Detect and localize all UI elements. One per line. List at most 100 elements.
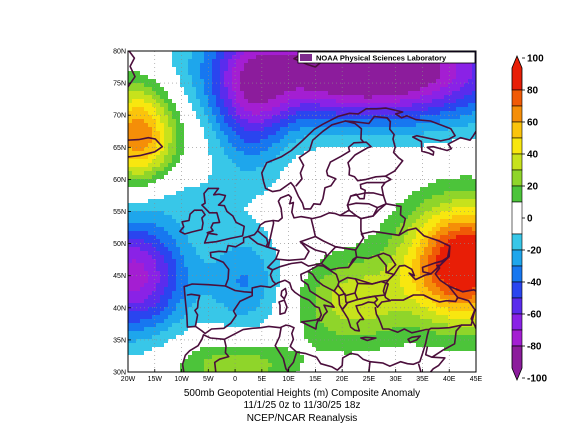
field-cell — [136, 179, 141, 184]
field-cell — [156, 251, 161, 256]
field-cell — [184, 255, 189, 260]
field-cell — [364, 91, 369, 96]
field-cell — [236, 239, 241, 244]
field-cell — [456, 107, 461, 112]
field-cell — [436, 83, 441, 88]
field-cell — [256, 219, 261, 224]
field-cell — [392, 243, 397, 248]
field-cell — [408, 207, 413, 212]
field-cell — [272, 223, 277, 228]
field-cell — [228, 55, 233, 60]
field-cell — [268, 255, 273, 260]
field-cell — [452, 135, 457, 140]
field-cell — [288, 191, 293, 196]
field-cell — [472, 135, 476, 140]
field-cell — [328, 227, 333, 232]
field-cell — [192, 155, 197, 160]
field-cell — [248, 51, 253, 56]
field-cell — [424, 263, 429, 268]
field-cell — [196, 151, 201, 156]
field-cell — [428, 199, 433, 204]
field-cell — [220, 187, 225, 192]
field-cell — [424, 155, 429, 160]
field-cell — [292, 71, 297, 76]
field-cell — [344, 171, 349, 176]
field-cell — [328, 223, 333, 228]
field-cell — [332, 143, 337, 148]
field-cell — [228, 163, 233, 168]
field-cell — [420, 91, 425, 96]
field-cell — [248, 199, 253, 204]
field-cell — [460, 107, 465, 112]
field-cell — [360, 223, 365, 228]
field-cell — [424, 239, 429, 244]
field-cell — [312, 75, 317, 80]
field-cell — [136, 171, 141, 176]
field-cell — [284, 123, 289, 128]
field-cell — [252, 51, 257, 56]
field-cell — [352, 183, 357, 188]
field-cell — [128, 91, 133, 96]
field-cell — [372, 63, 377, 68]
field-cell — [172, 175, 177, 180]
field-cell — [176, 83, 181, 88]
field-cell — [440, 179, 445, 184]
field-cell — [128, 163, 133, 168]
field-cell — [232, 71, 237, 76]
field-cell — [160, 159, 165, 164]
field-cell — [360, 91, 365, 96]
field-cell — [344, 195, 349, 200]
field-cell — [436, 207, 441, 212]
field-cell — [296, 91, 301, 96]
field-cell — [444, 95, 449, 100]
field-cell — [460, 83, 465, 88]
field-cell — [324, 163, 329, 168]
field-cell — [276, 267, 281, 272]
field-cell — [452, 175, 457, 180]
field-cell — [308, 259, 313, 264]
field-cell — [320, 131, 325, 136]
field-cell — [312, 63, 317, 68]
field-cell — [440, 119, 445, 124]
field-cell — [128, 59, 133, 64]
field-cell — [456, 131, 461, 136]
field-cell — [216, 99, 221, 104]
field-cell — [464, 111, 469, 116]
field-cell — [200, 175, 205, 180]
field-cell — [164, 167, 169, 172]
field-cell — [404, 171, 409, 176]
field-cell — [460, 79, 465, 84]
field-cell — [424, 211, 429, 216]
field-cell — [280, 155, 285, 160]
field-cell — [272, 51, 277, 56]
field-cell — [392, 275, 397, 280]
field-cell — [204, 107, 209, 112]
field-cell — [280, 167, 285, 172]
field-cell — [300, 195, 305, 200]
field-cell — [376, 67, 381, 72]
field-cell — [252, 255, 257, 260]
field-cell — [128, 151, 133, 156]
field-cell — [192, 207, 197, 212]
field-cell — [144, 147, 149, 152]
field-cell — [156, 55, 161, 60]
field-cell — [288, 207, 293, 212]
field-cell — [344, 191, 349, 196]
field-cell — [184, 227, 189, 232]
field-cell — [444, 67, 449, 72]
field-cell — [448, 227, 453, 232]
field-cell — [188, 63, 193, 68]
field-cell — [192, 239, 197, 244]
field-cell — [296, 187, 301, 192]
field-cell — [224, 111, 229, 116]
field-cell — [240, 267, 245, 272]
field-cell — [156, 111, 161, 116]
field-cell — [368, 155, 373, 160]
field-cell — [340, 155, 345, 160]
field-cell — [340, 111, 345, 116]
field-cell — [324, 267, 329, 272]
field-cell — [164, 119, 169, 124]
field-cell — [204, 251, 209, 256]
field-cell — [144, 87, 149, 92]
field-cell — [240, 131, 245, 136]
